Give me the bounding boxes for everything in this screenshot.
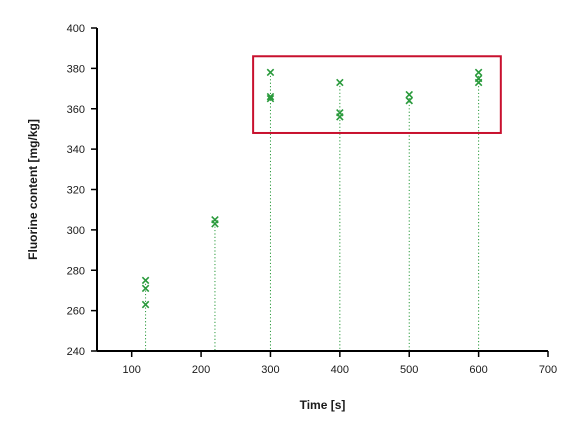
data-point bbox=[266, 92, 275, 101]
data-point bbox=[141, 300, 150, 309]
highlight-box bbox=[252, 55, 502, 134]
data-point bbox=[141, 284, 150, 293]
data-point bbox=[336, 113, 344, 121]
data-point-stroke bbox=[405, 96, 413, 105]
data-point-stroke bbox=[336, 78, 344, 87]
y-axis-ticks: 240 260 280 300 320 340 360 380 400 bbox=[67, 23, 97, 358]
x-axis-title: Time [s] bbox=[300, 398, 346, 412]
data-point-stroke bbox=[141, 284, 150, 293]
y-tick-label: 300 bbox=[67, 225, 85, 237]
data-point-stroke bbox=[266, 92, 275, 101]
highlight-group bbox=[252, 55, 502, 134]
x-tick-label: 300 bbox=[261, 364, 279, 376]
data-point bbox=[474, 68, 483, 77]
x-tick-label: 200 bbox=[192, 364, 210, 376]
y-tick-label: 240 bbox=[67, 346, 85, 358]
x-tick-label: 400 bbox=[331, 364, 349, 376]
data-point-stroke bbox=[405, 90, 413, 99]
x-tick-label: 600 bbox=[469, 364, 487, 376]
data-point bbox=[336, 78, 344, 87]
data-point bbox=[211, 220, 219, 228]
y-tick-label: 380 bbox=[67, 63, 85, 75]
y-tick-label: 260 bbox=[67, 306, 85, 318]
data-point bbox=[405, 90, 413, 99]
data-point-stroke bbox=[474, 78, 483, 87]
y-tick-label: 400 bbox=[67, 23, 85, 35]
drop-lines bbox=[145, 72, 480, 351]
x-tick-label: 100 bbox=[123, 364, 141, 376]
data-points bbox=[141, 68, 483, 309]
y-tick-label: 340 bbox=[67, 144, 85, 156]
data-point-stroke bbox=[266, 94, 275, 103]
data-point-stroke bbox=[211, 220, 219, 228]
x-axis-ticks: 100 200 300 400 500 600 700 bbox=[123, 351, 557, 376]
data-point-stroke bbox=[141, 300, 150, 309]
x-tick-label: 700 bbox=[539, 364, 557, 376]
y-tick-label: 320 bbox=[67, 185, 85, 197]
y-tick-label: 360 bbox=[67, 104, 85, 116]
x-tick-label: 500 bbox=[400, 364, 418, 376]
data-point bbox=[141, 276, 150, 285]
data-point bbox=[266, 68, 275, 77]
data-point-stroke bbox=[266, 68, 275, 77]
y-tick-label: 280 bbox=[67, 265, 85, 277]
data-point-stroke bbox=[141, 276, 150, 285]
data-point bbox=[474, 78, 483, 87]
data-point bbox=[405, 96, 413, 105]
data-point-stroke bbox=[474, 68, 483, 77]
data-point bbox=[266, 94, 275, 103]
data-point-stroke bbox=[336, 113, 344, 121]
y-axis-title: Fluorine content [mg/kg] bbox=[26, 119, 40, 260]
